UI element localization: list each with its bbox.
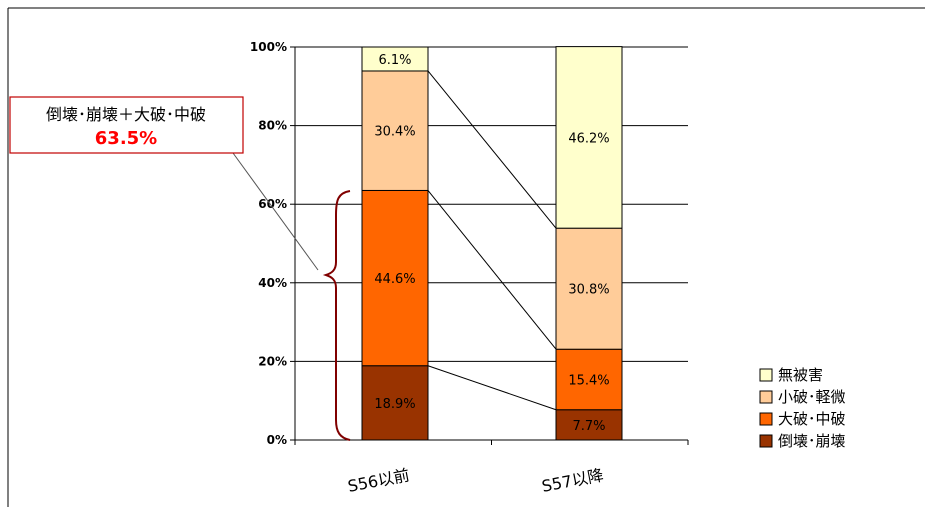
data-labels: 18.9% 44.6% 30.4% 6.1% 7.7% 15.4% 30.8% 46.2% bbox=[374, 53, 609, 434]
y-tick-label: 60% bbox=[258, 197, 287, 211]
x-category-label: S57以降 bbox=[540, 465, 605, 496]
legend-swatch bbox=[759, 368, 773, 382]
data-label: 44.6% bbox=[374, 272, 415, 287]
bar-segment bbox=[361, 189, 429, 367]
connector-lines bbox=[427, 70, 557, 411]
bar-segment bbox=[555, 227, 623, 350]
annotation-value: 63.5% bbox=[95, 128, 157, 149]
legend-label: 倒壊･崩壊 bbox=[778, 432, 846, 450]
y-tick-label: 80% bbox=[258, 119, 287, 133]
legend-swatch bbox=[759, 390, 773, 404]
annotation-box bbox=[9, 96, 244, 154]
annotation-pointer-line bbox=[232, 152, 319, 271]
legend-label: 大破･中破 bbox=[778, 410, 846, 428]
legend-swatch bbox=[759, 434, 773, 448]
bar-segment bbox=[555, 409, 623, 441]
data-label: 46.2% bbox=[568, 131, 609, 146]
bar-segment bbox=[361, 365, 429, 441]
connector-line bbox=[427, 190, 557, 350]
gridlines bbox=[295, 46, 688, 362]
axes bbox=[294, 47, 689, 445]
y-axis-ticks: 0% 20% 40% 60% 80% 100% bbox=[250, 40, 295, 447]
y-tick-label: 100% bbox=[250, 40, 287, 54]
data-label: 15.4% bbox=[568, 373, 609, 388]
bars bbox=[361, 46, 623, 441]
bar-segment bbox=[361, 70, 429, 191]
legend-swatch bbox=[759, 412, 773, 426]
legend-label: 無被害 bbox=[778, 366, 823, 384]
data-label: 18.9% bbox=[374, 397, 415, 412]
connector-line bbox=[427, 365, 557, 411]
data-label: 7.7% bbox=[572, 419, 605, 434]
annotation-title: 倒壊･崩壊＋大破･中破 bbox=[46, 105, 206, 124]
data-label: 30.4% bbox=[374, 125, 415, 140]
annotation-callout: 倒壊･崩壊＋大破･中破 63.5% bbox=[9, 96, 244, 154]
bar-segment bbox=[361, 46, 429, 72]
data-label: 30.8% bbox=[568, 283, 609, 298]
x-axis-labels: S56以前 S57以降 bbox=[346, 465, 605, 496]
bar-segment bbox=[555, 348, 623, 411]
data-label: 6.1% bbox=[378, 53, 411, 68]
connector-line bbox=[427, 70, 557, 229]
bar-segment bbox=[555, 46, 623, 229]
x-category-label: S56以前 bbox=[346, 465, 411, 496]
y-tick-label: 40% bbox=[258, 276, 287, 290]
legend-label: 小破･軽微 bbox=[778, 388, 846, 406]
annotation-brace bbox=[322, 190, 351, 441]
y-tick-label: 20% bbox=[258, 354, 287, 368]
y-tick-label: 0% bbox=[267, 433, 287, 447]
